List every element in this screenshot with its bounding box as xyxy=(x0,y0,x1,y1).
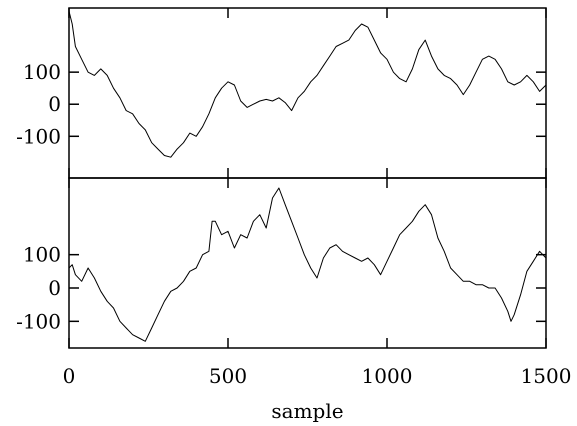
top-ytick-label: 0 xyxy=(48,92,61,116)
bottom-panel-ticks xyxy=(68,178,547,348)
top-series-line xyxy=(68,11,547,158)
x-tick-label: 500 xyxy=(209,364,247,388)
x-tick-label: 1000 xyxy=(362,364,413,388)
top-ytick-label: -100 xyxy=(16,124,61,148)
top-panel-frame xyxy=(68,7,547,179)
x-tick-label: 1500 xyxy=(521,364,572,388)
bottom-ytick-label: 100 xyxy=(23,243,61,267)
x-tick-labels: 0 500 1000 1500 xyxy=(63,364,572,388)
x-tick-label: 0 xyxy=(63,364,76,388)
top-panel: 100 0 -100 xyxy=(16,7,547,179)
top-ytick-label: 100 xyxy=(23,60,61,84)
bottom-panel-y-tick-labels: 100 0 -100 xyxy=(16,243,61,334)
bottom-ytick-label: -100 xyxy=(16,309,61,333)
bottom-panel: 100 0 -100 xyxy=(16,177,547,349)
top-panel-y-tick-labels: 100 0 -100 xyxy=(16,60,61,148)
bottom-panel-frame xyxy=(68,177,547,349)
bottom-series-line xyxy=(68,187,547,342)
top-panel-ticks xyxy=(68,8,547,178)
bottom-ytick-label: 0 xyxy=(48,276,61,300)
x-axis-title: sample xyxy=(271,399,343,423)
